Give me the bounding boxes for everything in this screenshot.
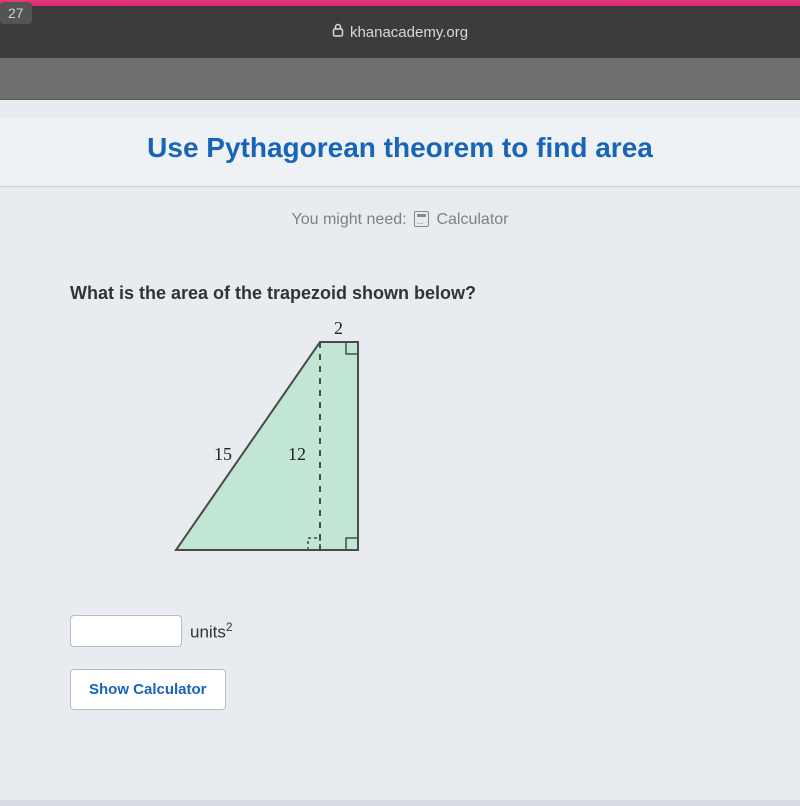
hint-tool: Calculator (436, 211, 508, 228)
question-block: What is the area of the trapezoid shown … (0, 253, 800, 740)
address-bar[interactable]: khanacademy.org (332, 23, 468, 41)
hint-row: You might need: Calculator (0, 187, 800, 253)
trapezoid-figure: 2 15 12 (140, 314, 730, 579)
hint-prefix: You might need: (292, 211, 407, 228)
url-host: khanacademy.org (350, 24, 468, 41)
lock-icon (332, 23, 344, 41)
calculator-icon (414, 211, 429, 227)
units-exponent: 2 (226, 620, 233, 634)
trapezoid-svg: 2 15 12 (140, 314, 400, 574)
show-calculator-button[interactable]: Show Calculator (70, 669, 226, 710)
lesson-title: Use Pythagorean theorem to find area (0, 118, 800, 187)
browser-toolbar (0, 58, 800, 100)
svg-text:12: 12 (288, 444, 306, 464)
units-label: units2 (190, 620, 233, 643)
browser-top-bar: 27 khanacademy.org (0, 6, 800, 58)
units-text: units (190, 622, 226, 641)
svg-text:2: 2 (334, 318, 343, 338)
answer-input[interactable] (70, 615, 182, 647)
tab-count-badge[interactable]: 27 (0, 2, 32, 24)
question-prompt: What is the area of the trapezoid shown … (70, 283, 730, 304)
answer-row: units2 (70, 615, 730, 647)
page-content: Use Pythagorean theorem to find area You… (0, 100, 800, 800)
svg-text:15: 15 (214, 444, 232, 464)
